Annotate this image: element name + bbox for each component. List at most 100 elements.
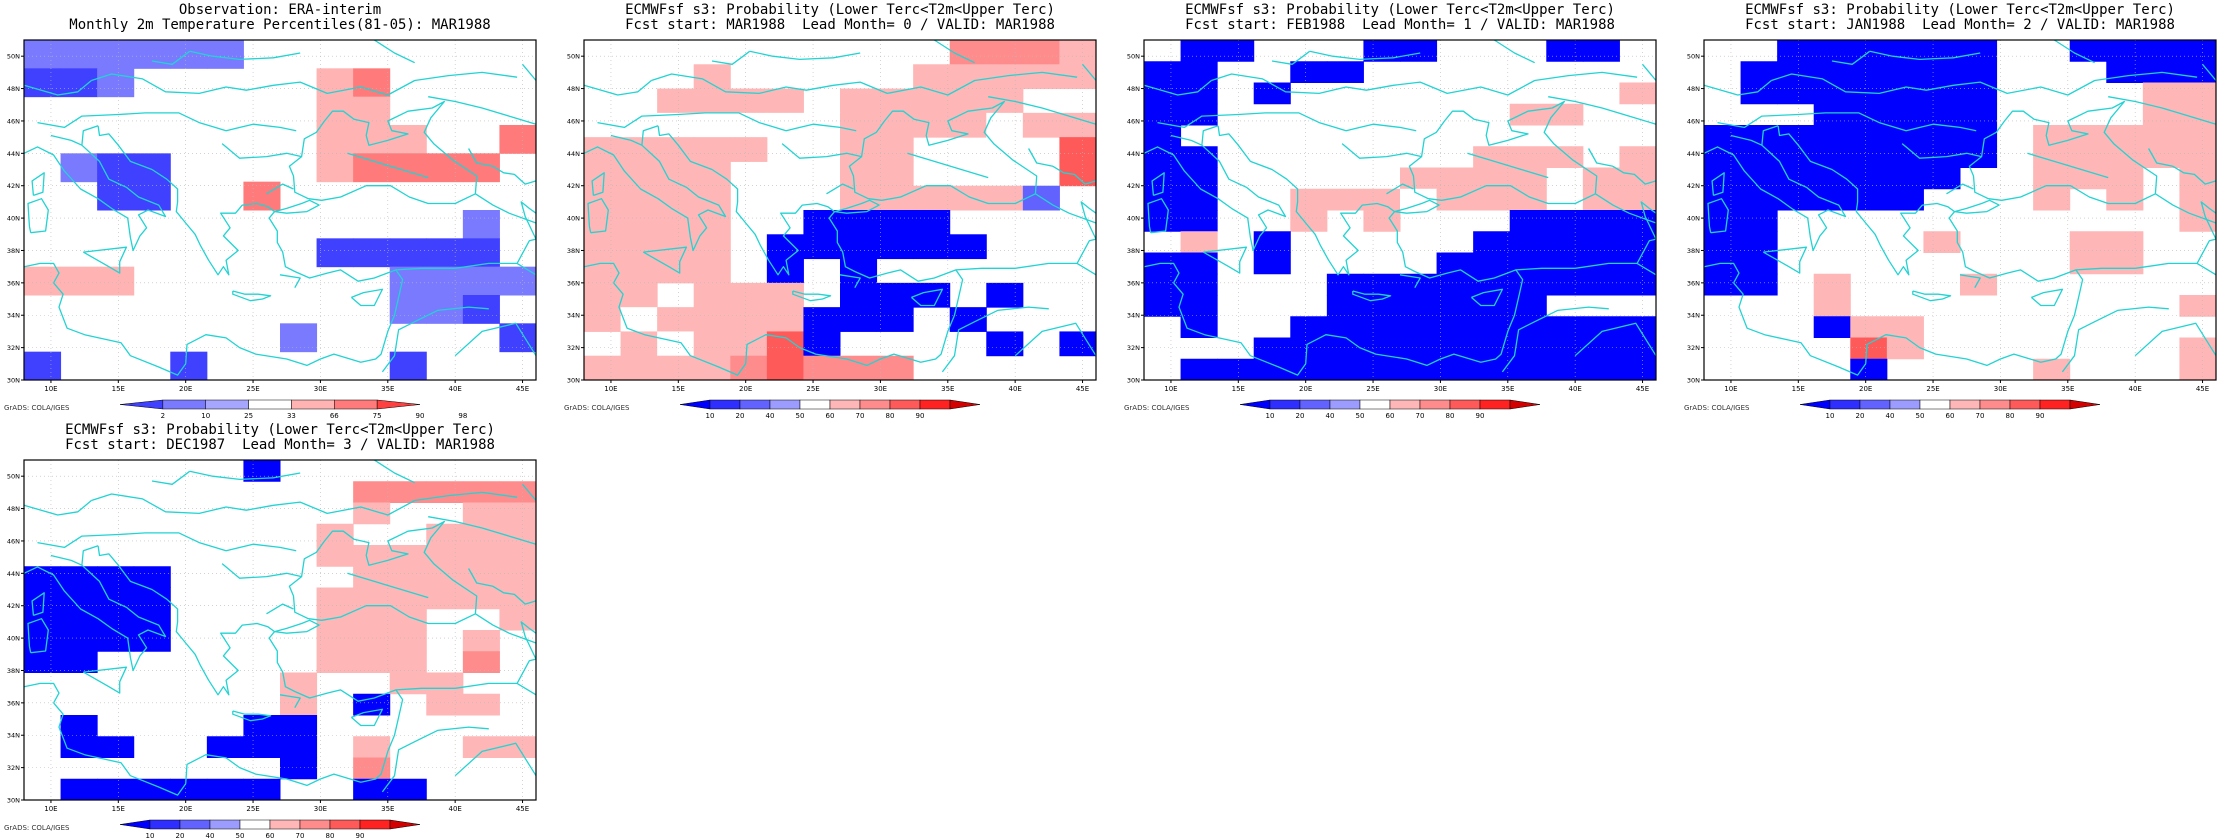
coastline [82,246,128,274]
grid-cell [353,587,391,610]
grid-cell [1850,40,1888,62]
grid-cell [1850,167,1888,190]
grid-cell [1290,316,1328,338]
grid-cell [2069,231,2107,253]
grid-cell [24,651,62,673]
map-panel-4: 10E 15E 20E 25E 30E 35E 40E 45E 30N 32N 34N 36N 38N 4… [1687,39,2217,420]
grid-cell [1619,273,1657,296]
grid-cell [766,355,804,381]
coastline [1143,125,1287,252]
lat-tick-label: 48N [567,85,580,93]
grid-cell [949,40,987,65]
grid-cell [2142,103,2180,126]
grid-cell [1960,40,1998,62]
coastline [1151,172,1165,197]
grid-cell [499,481,537,503]
grid-cell [1813,61,1851,83]
grid-cell [913,88,951,114]
grid-cell [1473,252,1511,275]
colorbar: 10 20 40 50 60 70 80 90 [679,399,981,420]
colorbar-segment [1239,399,1271,410]
coastline [1968,100,2158,205]
grid-cell [97,566,135,588]
grid-cell [693,210,731,235]
grid-cell [876,210,914,235]
coastline [347,152,429,179]
coastline [266,183,294,195]
grid-cell [840,88,878,114]
coastline [711,50,751,65]
colorbar-segment [889,399,921,410]
coastlines [23,459,537,796]
coastline [395,682,537,696]
grid-cell [1582,316,1620,338]
grid-cell [1022,40,1060,65]
grid-cell [1180,295,1218,317]
grid-cell [60,587,98,610]
grads-credit: GrADS: COLA/IGES [1684,404,1750,412]
grid-cell [620,234,658,260]
colorbar-label: 40 [1326,412,1335,420]
grid-cell [2179,146,2217,168]
coastline [2027,152,2109,179]
grid-cell [1363,358,1401,381]
lat-tick-label: 30N [7,377,20,385]
grid-cell [1850,125,1888,147]
grid-cell [1813,188,1851,211]
coastline [31,592,45,617]
coastline [1211,71,1638,96]
grid-cell [353,693,391,716]
grid-cell [1180,82,1218,105]
coastline [1394,199,1440,214]
lat-tick-label: 30N [1127,377,1140,385]
colorbar-label: 40 [1886,412,1895,420]
lat-tick-label: 36N [567,279,580,287]
grid-cell [60,736,98,758]
grid-cell [2142,40,2180,62]
grid-cell [2179,82,2217,105]
grid-cell [499,523,537,546]
lat-tick-label: 50N [1687,53,1700,61]
grid-cell [1850,188,1888,211]
colorbar-segment [829,399,861,410]
grid-cell [840,307,878,332]
colorbar-segment [359,819,391,830]
grid-cell [1813,146,1851,168]
grid-cell [1886,167,1924,190]
grid-cell [1923,82,1961,105]
grid-cell [1363,188,1401,211]
coastline [1642,63,1657,81]
lat-tick-label: 38N [1127,247,1140,255]
grid-cell [1813,167,1851,190]
grid-cell [389,351,427,381]
coastline [910,288,944,307]
grid-cell [1436,295,1474,317]
lon-tick-label: 20E [179,385,192,393]
grid-cell [60,153,98,183]
coastline [1170,134,1203,146]
grid-cell [462,736,500,758]
grid-cell [584,355,622,381]
grid-cell [2033,167,2071,190]
coastline [1271,50,1311,65]
grid-cell [353,566,391,588]
coastline [288,100,478,205]
grid-cell [1546,358,1584,381]
grid-cell [876,355,914,381]
lat-tick-label: 38N [7,247,20,255]
grid-cell [1704,125,1742,147]
coastline [91,491,518,516]
grid-cell [389,566,427,588]
grid-cell [693,234,731,260]
grid-cell [1704,231,1742,253]
colorbar-segment [389,819,421,830]
grid-cell [730,137,768,162]
coastline [1035,193,1097,224]
lon-tick-label: 10E [1164,385,1177,393]
coastline [749,50,861,61]
coastline [23,682,60,704]
colorbar-label: 90 [356,832,365,840]
coastline [2030,288,2064,307]
grid-cell [316,68,354,98]
grid-cell [1740,82,1778,105]
